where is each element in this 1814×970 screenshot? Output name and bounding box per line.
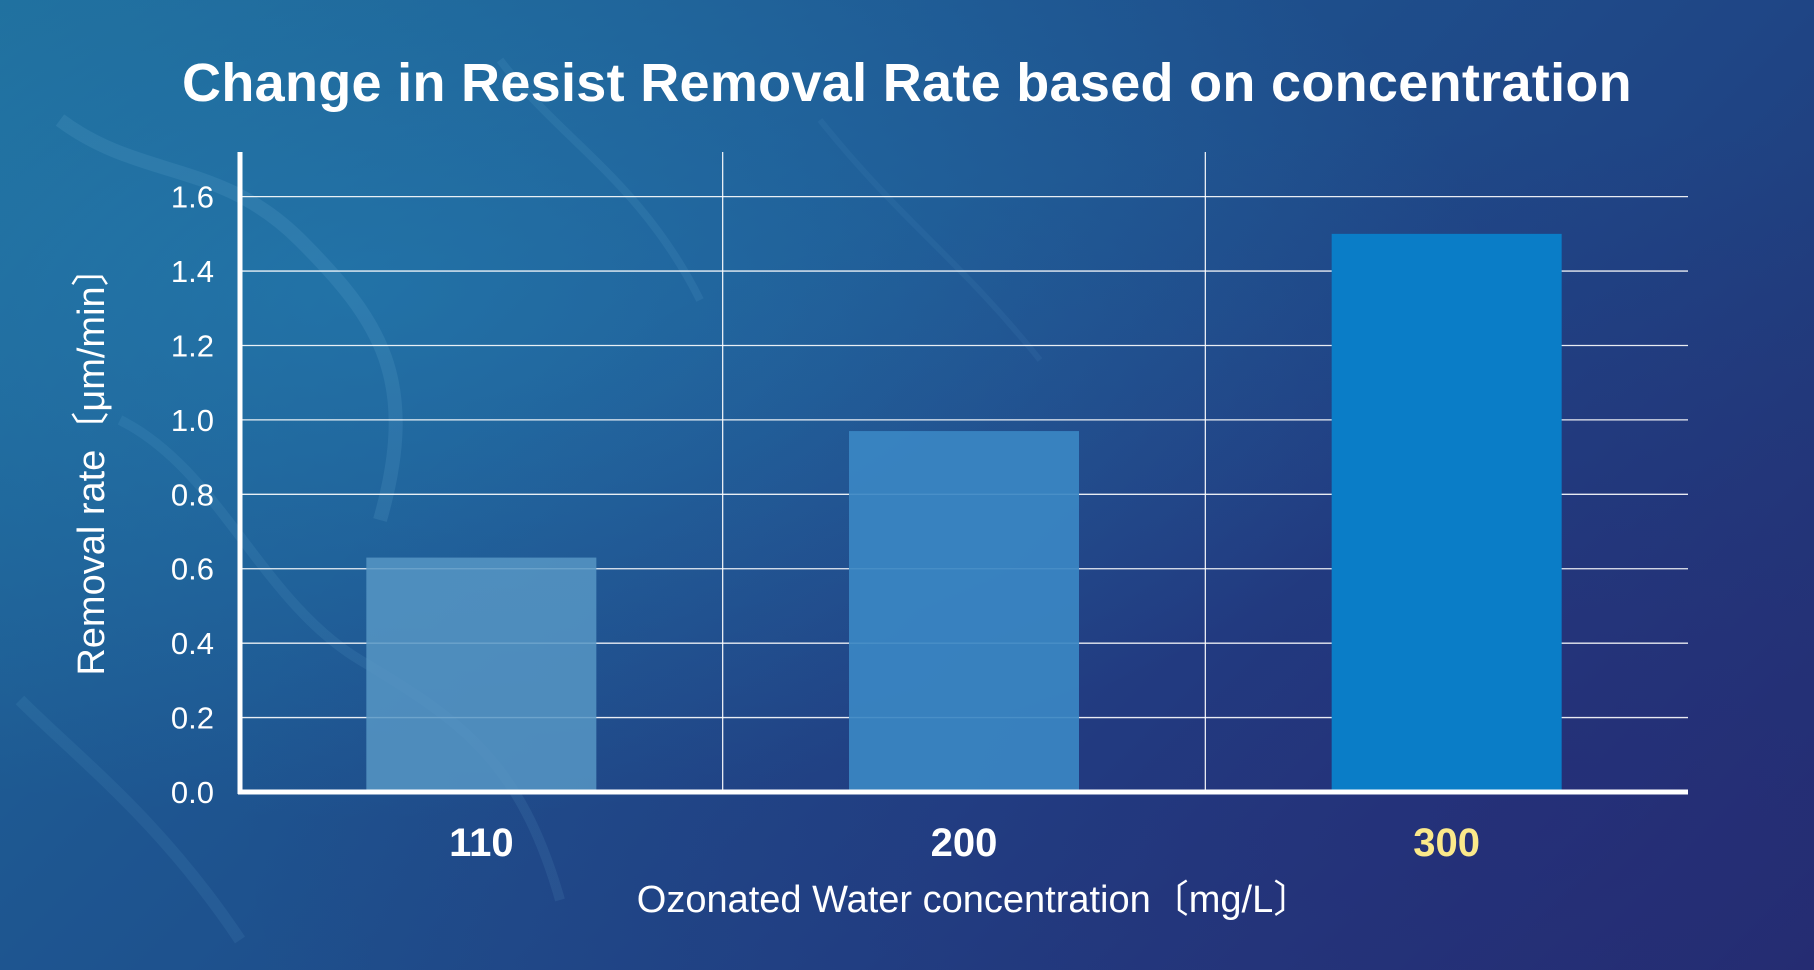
bar-200: [849, 431, 1079, 792]
x-category-label-200: 200: [931, 821, 998, 865]
y-tick-label: 0.4: [171, 626, 214, 661]
y-tick-label: 1.0: [171, 403, 214, 438]
chart-title: Change in Resist Removal Rate based on c…: [182, 53, 1632, 113]
bar-110: [366, 557, 597, 792]
y-tick-label: 1.2: [171, 328, 214, 363]
y-tick-label: 0.0: [171, 775, 214, 810]
y-axis-title: Removal rate〔μm/min〕: [71, 248, 113, 675]
y-tick-label: 0.6: [171, 552, 214, 587]
y-tick-label: 1.6: [171, 180, 214, 215]
x-category-label-110: 110: [449, 821, 514, 865]
y-tick-label: 0.2: [171, 701, 214, 736]
bar-300: [1331, 233, 1562, 792]
x-axis-title: Ozonated Water concentration〔mg/L〕: [637, 879, 1311, 921]
y-tick-label: 0.8: [171, 477, 214, 512]
x-category-label-300: 300: [1413, 821, 1480, 865]
y-tick-label: 1.4: [171, 254, 214, 289]
